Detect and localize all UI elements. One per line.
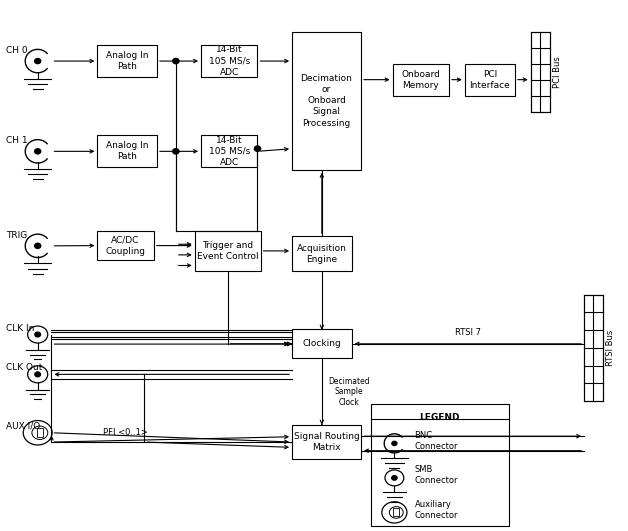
Text: BNC
Connector: BNC Connector	[414, 431, 458, 451]
Text: CLK Out: CLK Out	[6, 364, 43, 372]
Circle shape	[35, 332, 40, 337]
Text: PCI Bus: PCI Bus	[553, 56, 561, 88]
Bar	[97, 231, 154, 260]
Bar	[195, 231, 261, 271]
Text: CLK In: CLK In	[6, 324, 35, 332]
Bar	[292, 32, 361, 170]
Circle shape	[35, 58, 41, 64]
Bar	[292, 236, 352, 271]
Text: RTSI <0..6>: RTSI <0..6>	[447, 422, 498, 431]
Bar	[292, 329, 352, 358]
Circle shape	[35, 149, 41, 154]
Bar	[97, 135, 157, 167]
Text: SMB
Connector: SMB Connector	[414, 465, 458, 485]
Text: Acquisition
Engine: Acquisition Engine	[297, 244, 347, 263]
Text: RTSI 7: RTSI 7	[460, 438, 485, 447]
Bar	[371, 404, 509, 526]
Bar	[292, 425, 361, 459]
Text: Decimation
or
Onboard
Signal
Processing: Decimation or Onboard Signal Processing	[301, 74, 352, 127]
Text: TRIG: TRIG	[6, 231, 28, 239]
Text: Onboard
Memory: Onboard Memory	[401, 70, 440, 90]
Text: RTSI Bus: RTSI Bus	[606, 330, 615, 366]
Text: Signal Routing
Matrix: Signal Routing Matrix	[294, 432, 359, 452]
Circle shape	[35, 243, 41, 249]
Circle shape	[392, 476, 397, 480]
Text: Clocking: Clocking	[303, 339, 341, 348]
Bar	[584, 295, 603, 401]
Circle shape	[35, 372, 40, 376]
Text: CH 0: CH 0	[6, 46, 28, 55]
Bar	[393, 508, 399, 517]
Bar	[531, 32, 550, 112]
Bar	[201, 135, 257, 167]
Text: CH 1: CH 1	[6, 136, 28, 145]
Bar	[465, 64, 515, 96]
Circle shape	[173, 149, 179, 154]
Text: PFI <0..1>: PFI <0..1>	[103, 428, 148, 436]
Circle shape	[254, 146, 261, 151]
Bar	[97, 45, 157, 77]
Text: AUX I/O: AUX I/O	[6, 422, 41, 431]
Bar	[201, 45, 257, 77]
Text: PCI
Interface: PCI Interface	[470, 70, 510, 90]
Text: AC/DC
Coupling: AC/DC Coupling	[106, 236, 146, 255]
Text: 14-Bit
105 MS/s
ADC: 14-Bit 105 MS/s ADC	[208, 136, 250, 167]
Circle shape	[392, 441, 397, 446]
Text: Analog In
Path: Analog In Path	[106, 141, 148, 161]
Bar	[392, 64, 449, 96]
Circle shape	[173, 58, 179, 64]
Bar	[36, 428, 43, 438]
Text: Auxiliary
Connector: Auxiliary Connector	[414, 500, 458, 520]
Text: RTSI 7: RTSI 7	[455, 329, 481, 338]
Text: 14-Bit
105 MS/s
ADC: 14-Bit 105 MS/s ADC	[208, 46, 250, 76]
Text: Trigger and
Event Control: Trigger and Event Control	[197, 241, 259, 261]
Text: Analog In
Path: Analog In Path	[106, 51, 148, 71]
Text: Decimated
Sample
Clock: Decimated Sample Clock	[328, 376, 370, 407]
Text: LEGEND: LEGEND	[420, 413, 460, 422]
